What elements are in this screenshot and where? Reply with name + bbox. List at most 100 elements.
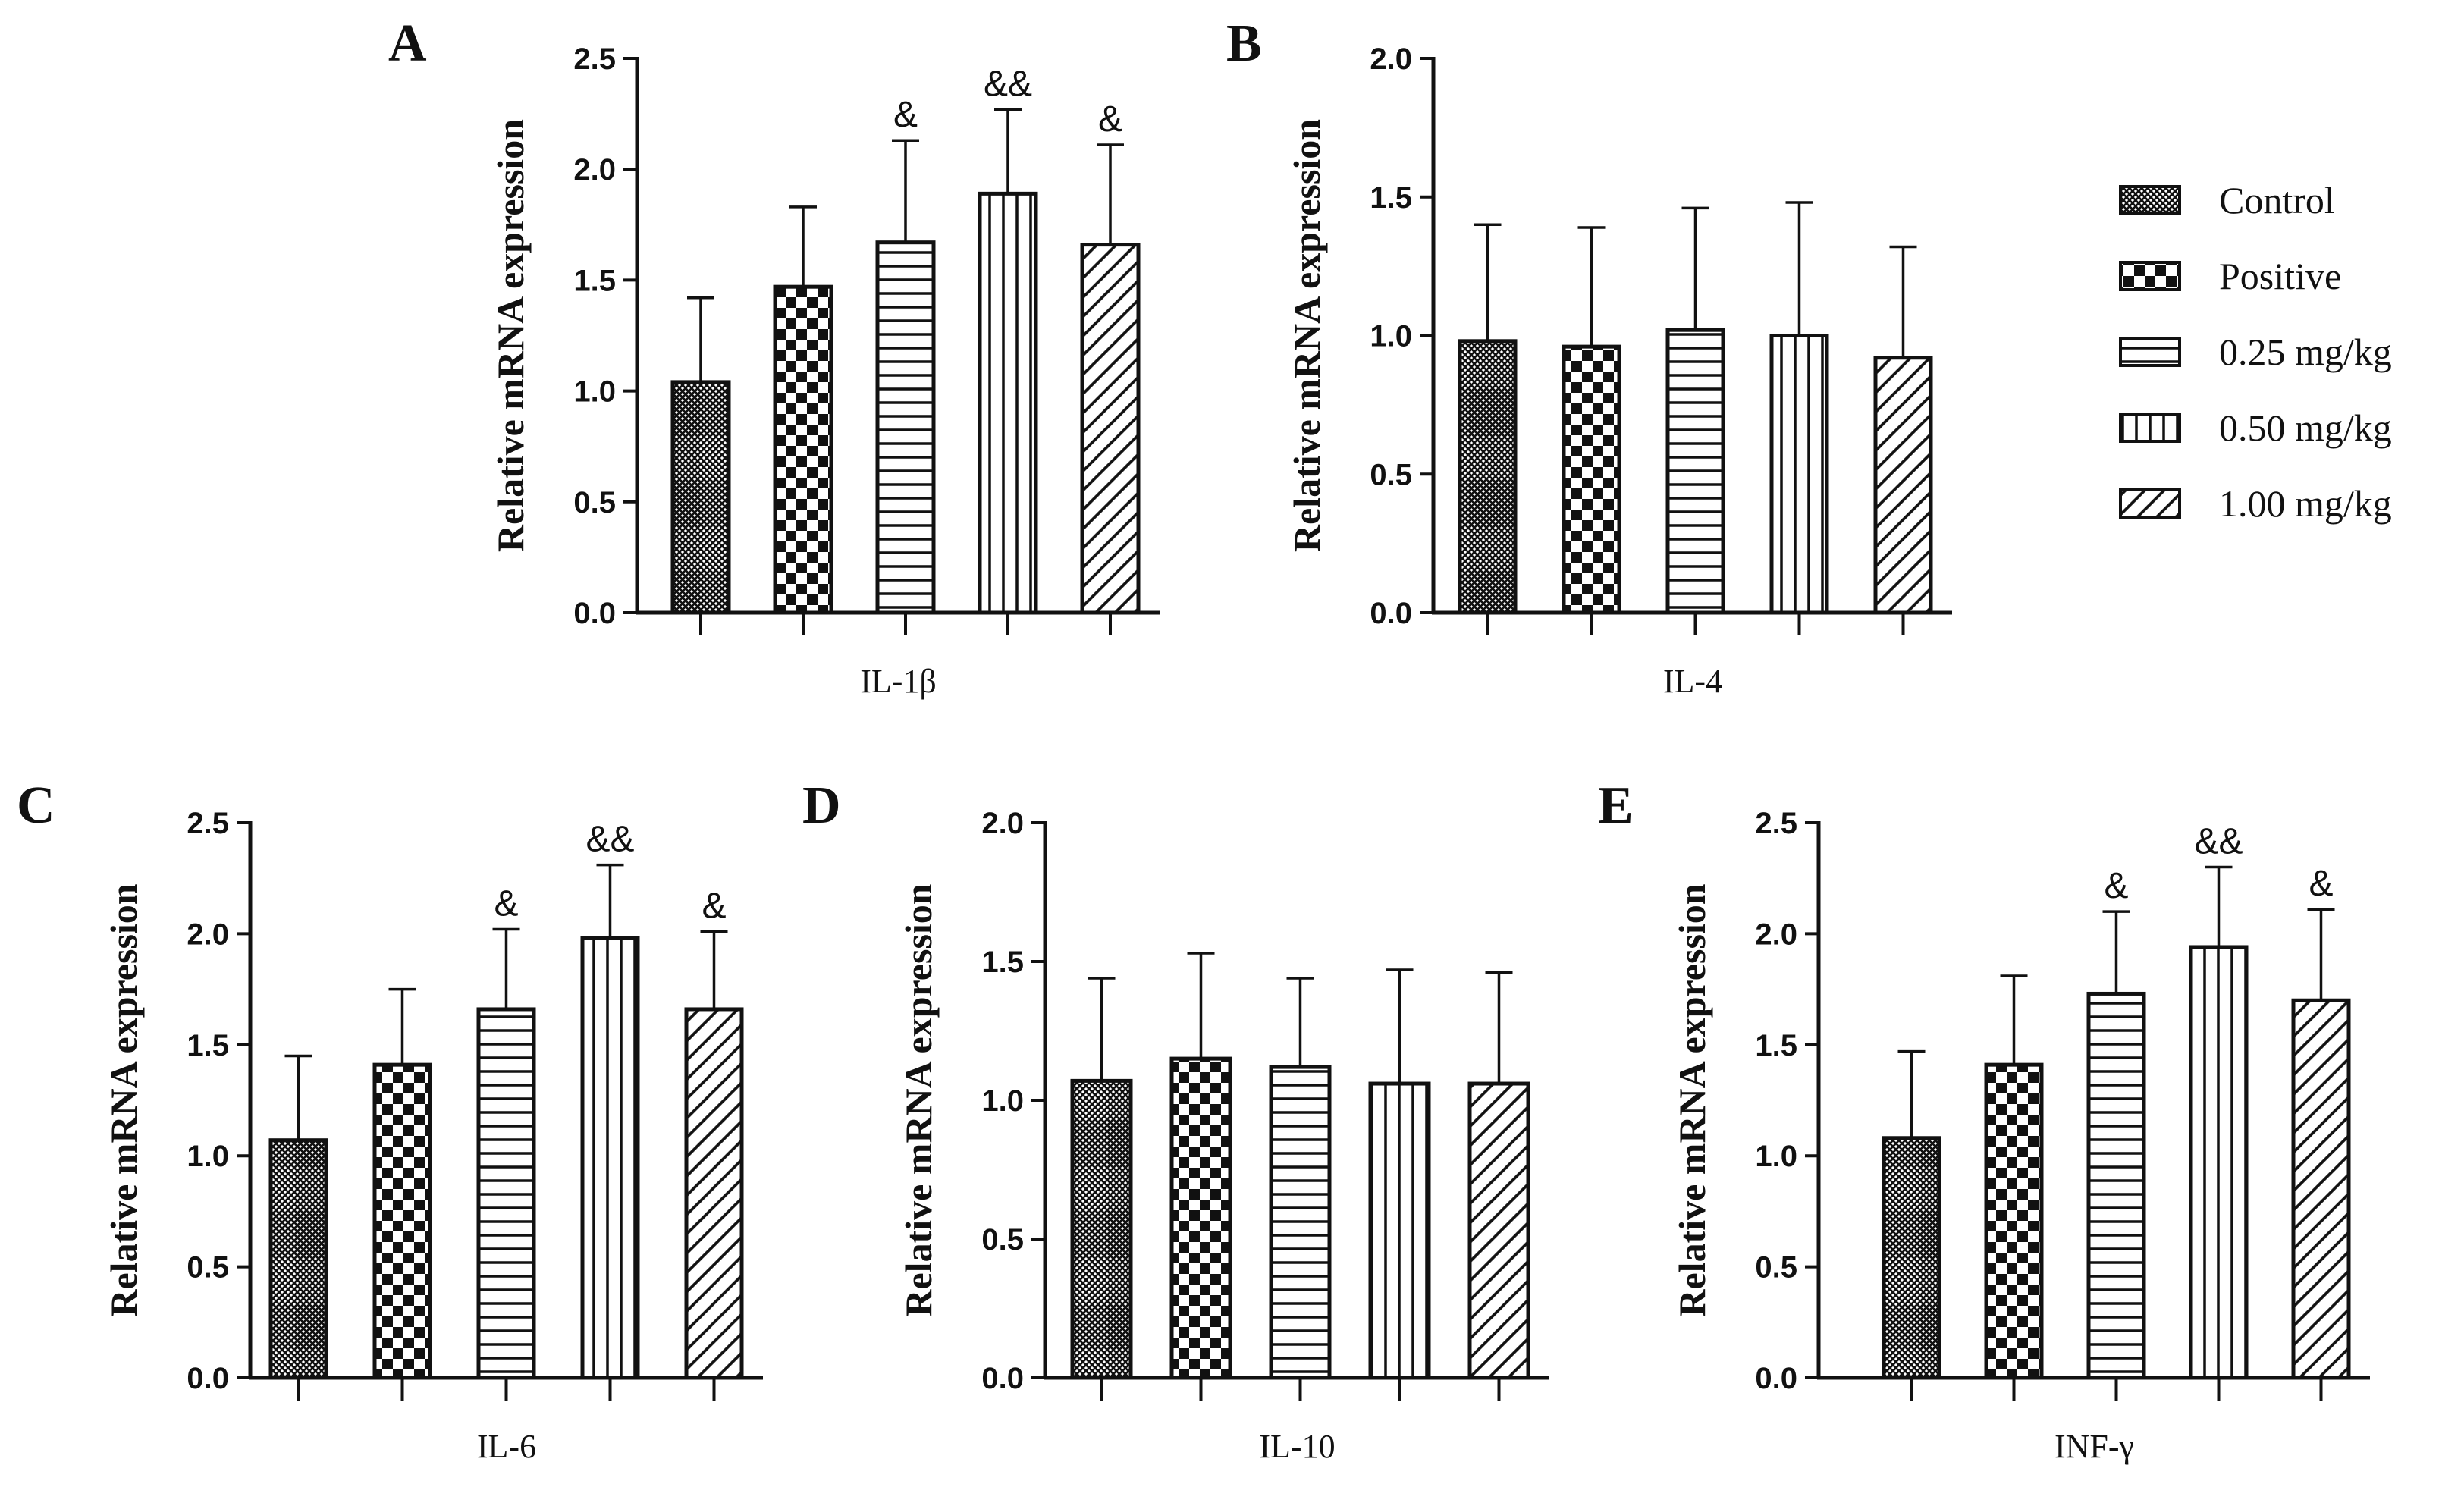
bar: [1080, 243, 1141, 615]
chart-panel-d: D Relative mRNA expression 0.0 0.5 1.0 1.5 2.0…: [802, 776, 1549, 1465]
significance-label: &: [494, 884, 518, 924]
x-axis-label: INF-γ: [2054, 1428, 2134, 1465]
bar: [1070, 1078, 1133, 1380]
panel-letter: A: [388, 14, 427, 73]
y-axis-label: Relative mRNA expression: [489, 119, 532, 552]
legend-swatch: [2119, 337, 2181, 367]
bar: [1368, 1081, 1431, 1380]
y-tick-label: 1.0: [981, 1084, 1024, 1118]
significance-label: &&: [2194, 822, 2243, 862]
chart-panel-b: B Relative mRNA expression 0.0 0.5 1.0 1.5 2.0…: [1226, 14, 1952, 700]
chart-panels: A Relative mRNA expression 0.0 0.5 1.0 1.5 2.0…: [17, 14, 2370, 1465]
y-tick-label: 1.5: [573, 264, 616, 297]
legend-item: Control: [2119, 179, 2335, 221]
legend-swatch: [2119, 185, 2181, 215]
y-tick-label: 0.0: [981, 1362, 1024, 1395]
bar: [684, 1007, 744, 1380]
x-axis-label: IL-4: [1663, 663, 1722, 700]
legend-label: Positive: [2219, 255, 2341, 297]
bar: [1665, 328, 1725, 615]
y-tick-label: 1.5: [1370, 181, 1412, 215]
bar: [1562, 344, 1621, 615]
chart-panel-a: A Relative mRNA expression 0.0 0.5 1.0 1.5 2.0…: [388, 14, 1160, 700]
y-tick-label: 0.0: [573, 597, 616, 630]
y-axis-label: Relative mRNA expression: [1285, 119, 1328, 552]
bar: [2086, 991, 2146, 1380]
panel-letter: E: [1598, 776, 1634, 835]
y-tick-label: 1.0: [573, 375, 616, 409]
legend: Control Positive 0.25 mg/kg 0.50 mg/kg 1.00 …: [2119, 179, 2392, 525]
significance-label: &&: [585, 820, 634, 860]
bar: [773, 284, 833, 615]
y-tick-label: 0.0: [187, 1362, 229, 1395]
bar: [2291, 998, 2351, 1380]
y-tick-label: 2.0: [981, 807, 1024, 840]
y-tick-label: 1.5: [981, 946, 1024, 979]
legend-item: Positive: [2119, 255, 2341, 297]
bar: [2189, 945, 2249, 1380]
bar: [1467, 1081, 1530, 1380]
bar: [1873, 356, 1933, 615]
bar: [1458, 339, 1518, 615]
x-axis-label: IL-6: [477, 1428, 536, 1465]
significance-label: &: [2309, 864, 2333, 904]
y-tick-label: 2.5: [573, 42, 616, 76]
y-tick-label: 1.5: [187, 1029, 229, 1062]
legend-label: 0.25 mg/kg: [2219, 331, 2392, 373]
y-tick-label: 2.5: [1755, 807, 1797, 840]
y-tick-label: 1.0: [1755, 1140, 1797, 1173]
bar: [1984, 1062, 2044, 1380]
bar: [1269, 1065, 1332, 1380]
legend-item: 0.50 mg/kg: [2119, 406, 2392, 449]
bar: [372, 1062, 432, 1380]
bar: [1769, 334, 1829, 615]
y-tick-label: 0.0: [1370, 597, 1412, 630]
y-tick-label: 1.0: [1370, 320, 1412, 353]
y-tick-label: 0.5: [573, 486, 616, 519]
y-tick-label: 0.5: [981, 1223, 1024, 1256]
significance-label: &: [1098, 99, 1122, 140]
y-tick-label: 1.5: [1755, 1029, 1797, 1062]
legend-swatch: [2119, 261, 2181, 291]
legend-swatch: [2119, 413, 2181, 443]
significance-label: &: [893, 95, 918, 135]
legend-item: 1.00 mg/kg: [2119, 482, 2392, 525]
significance-label: &&: [984, 64, 1032, 104]
bar: [1169, 1056, 1232, 1380]
bar: [580, 936, 640, 1380]
x-axis-label: IL-1β: [860, 663, 937, 700]
y-tick-label: 2.0: [1370, 42, 1412, 76]
legend-label: Control: [2219, 179, 2335, 221]
y-tick-label: 0.5: [1370, 458, 1412, 491]
x-axis-label: IL-10: [1259, 1428, 1335, 1465]
bar: [875, 240, 936, 615]
y-axis-label: Relative mRNA expression: [897, 883, 940, 1316]
legend-swatch: [2119, 488, 2181, 519]
legend-item: 0.25 mg/kg: [2119, 331, 2392, 373]
y-tick-label: 1.0: [187, 1140, 229, 1173]
bar: [670, 380, 731, 615]
panel-letter: D: [802, 776, 841, 835]
panel-letter: C: [17, 776, 55, 835]
significance-label: &: [702, 886, 726, 926]
bar: [476, 1007, 536, 1380]
legend-label: 1.00 mg/kg: [2219, 482, 2392, 525]
y-tick-label: 2.0: [573, 153, 616, 187]
y-tick-label: 2.0: [187, 918, 229, 951]
bar: [268, 1138, 328, 1380]
y-tick-label: 0.0: [1755, 1362, 1797, 1395]
chart-panel-e: E Relative mRNA expression 0.0 0.5 1.0 1.5 2.0…: [1598, 776, 2370, 1465]
y-axis-label: Relative mRNA expression: [102, 883, 145, 1316]
y-tick-label: 2.0: [1755, 918, 1797, 951]
y-tick-label: 0.5: [1755, 1251, 1797, 1285]
y-tick-label: 2.5: [187, 807, 229, 840]
bar: [978, 191, 1038, 615]
legend-label: 0.50 mg/kg: [2219, 406, 2392, 449]
significance-label: &: [2104, 866, 2128, 906]
y-tick-label: 0.5: [187, 1251, 229, 1285]
y-axis-label: Relative mRNA expression: [1671, 883, 1713, 1316]
bar: [1882, 1136, 1941, 1380]
chart-panel-c: C Relative mRNA expression 0.0 0.5 1.0 1.5 2.0…: [17, 776, 763, 1465]
panel-letter: B: [1226, 14, 1262, 73]
